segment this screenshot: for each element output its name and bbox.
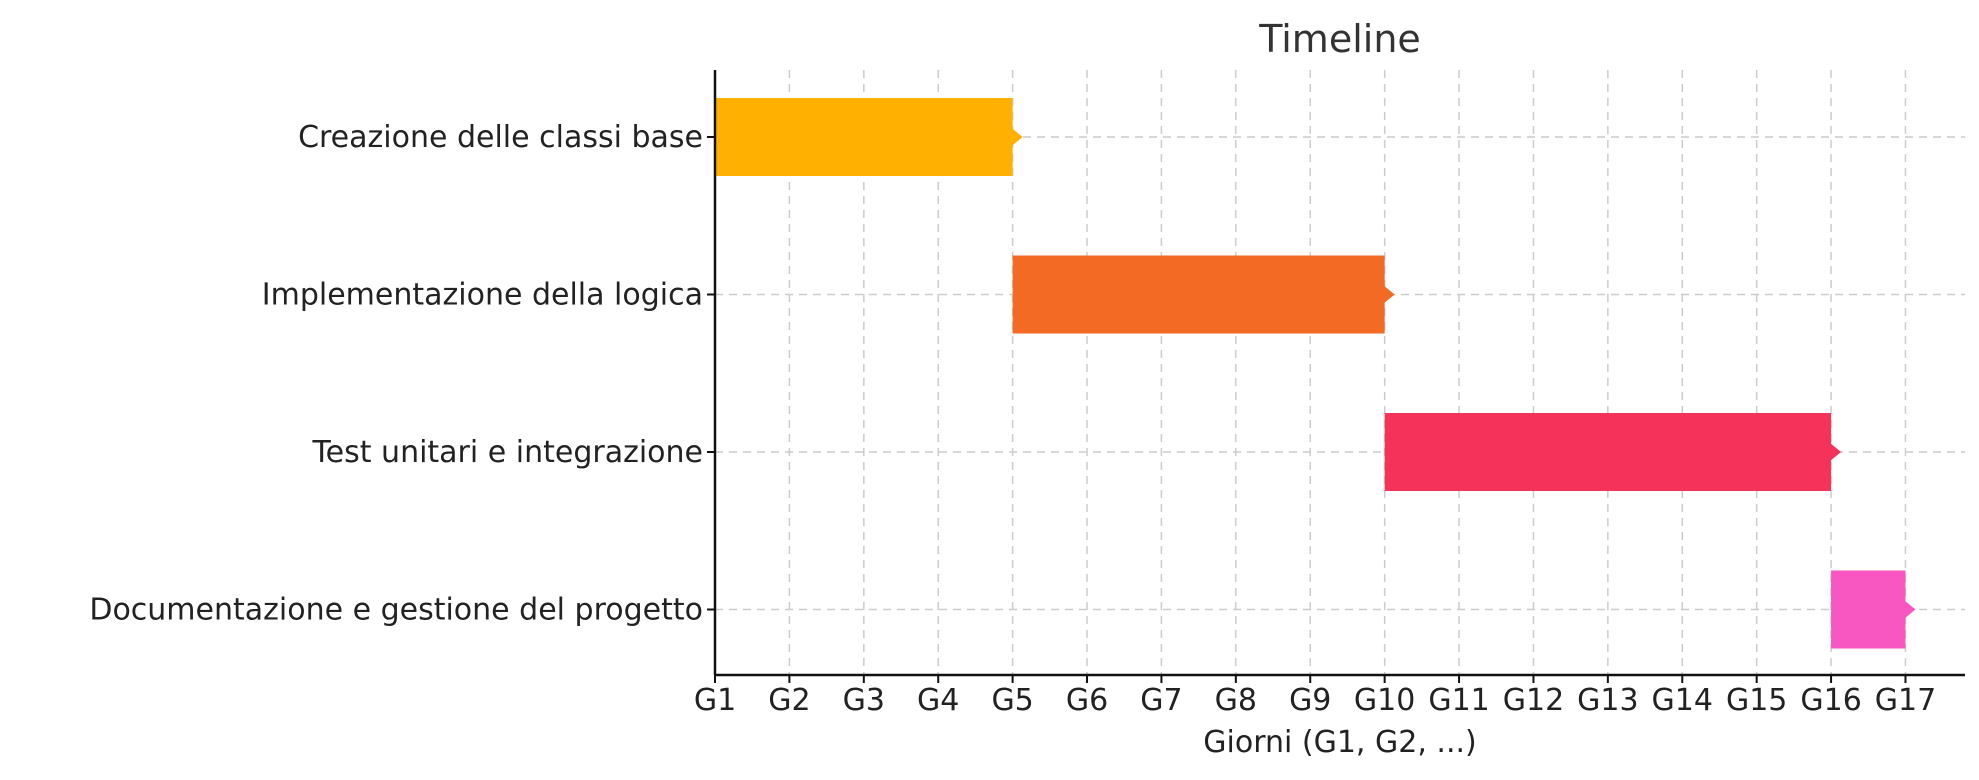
x-tick-label: G4 [917, 683, 959, 718]
task-end-marker [1378, 281, 1395, 308]
x-tick-label: G10 [1354, 683, 1415, 718]
x-tick-label: G11 [1428, 683, 1489, 718]
x-tick-label: G2 [768, 683, 810, 718]
task-bar [715, 98, 1013, 176]
x-tick-label: G7 [1140, 683, 1182, 718]
x-tick-label: G13 [1577, 683, 1638, 718]
x-axis-label: Giorni (G1, G2, ...) [1203, 725, 1476, 760]
x-tick-label: G1 [694, 683, 736, 718]
x-tick-label: G3 [843, 683, 885, 718]
label-layer: Timeline Giorni (G1, G2, ...) G1 G2 G3 G4 G5… [89, 17, 1936, 760]
x-tick-label: G15 [1726, 683, 1787, 718]
task-end-marker [1825, 439, 1842, 465]
x-tick-label: G8 [1215, 683, 1257, 718]
task-label: Implementazione della logica [262, 278, 703, 313]
task-bar [1384, 413, 1832, 491]
task-end-marker [1006, 124, 1023, 150]
x-tick-label: G17 [1875, 683, 1936, 718]
x-tick-label: G5 [991, 683, 1033, 718]
x-tick-label: G9 [1289, 683, 1331, 718]
task-label: Creazione delle classi base [298, 120, 703, 155]
x-tick-label: G16 [1800, 683, 1861, 718]
chart-title: Timeline [1258, 17, 1421, 61]
x-tick-label: G14 [1652, 683, 1713, 718]
axis-layer [707, 70, 1965, 683]
task-bar [1831, 570, 1906, 649]
x-tick-label: G12 [1503, 683, 1564, 718]
task-bar [1012, 255, 1385, 334]
x-tick-label: G6 [1066, 683, 1108, 718]
task-end-marker [1899, 596, 1916, 623]
task-label: Test unitari e integrazione [311, 435, 703, 470]
bar-layer [715, 98, 1916, 649]
task-label: Documentazione e gestione del progetto [89, 593, 703, 628]
